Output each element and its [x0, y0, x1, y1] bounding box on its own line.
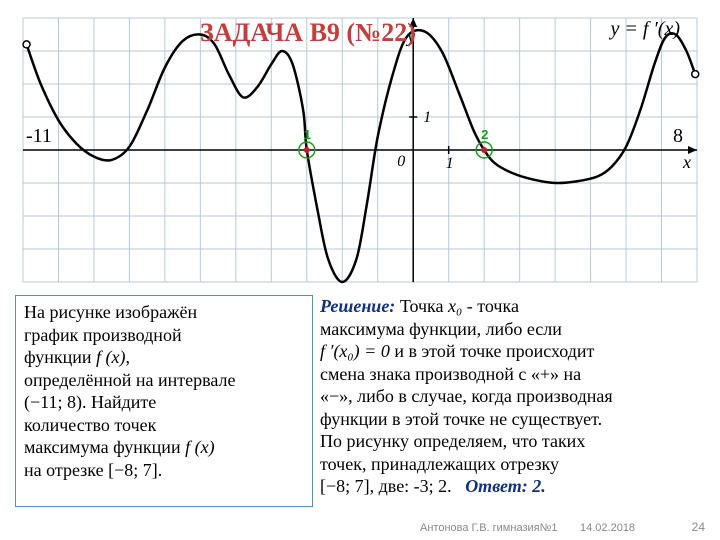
- interval: (−11; 8): [24, 392, 82, 412]
- svg-text:0: 0: [397, 153, 405, 170]
- text: . Найдите: [82, 392, 156, 412]
- svg-text:1: 1: [304, 127, 311, 142]
- text: график производной: [24, 325, 182, 345]
- answer: Ответ: 2.: [465, 476, 546, 496]
- solution-text: Решение: Точка x₀ - точка максимума функ…: [320, 295, 705, 498]
- text: количество точек: [24, 415, 156, 435]
- footer-page: 24: [692, 520, 705, 534]
- text: Точка: [395, 296, 448, 316]
- svg-text:1: 1: [446, 155, 454, 172]
- x0: x₀: [448, 296, 462, 316]
- text: На рисунке изображён: [24, 302, 197, 322]
- text: и в этой точке происходит: [390, 341, 595, 361]
- text: .: [158, 460, 163, 480]
- svg-text:-11: -11: [26, 125, 52, 147]
- svg-text:1: 1: [423, 109, 431, 126]
- solution-label: Решение:: [320, 296, 395, 316]
- svg-text:2: 2: [481, 127, 488, 142]
- text: смена знака производной с «+» на: [320, 364, 581, 384]
- graph-svg: 12011yx-118: [15, 10, 705, 290]
- text: определённой на интервале: [24, 370, 236, 390]
- text: По рисунку определяем, что таких: [320, 431, 585, 451]
- text: , две: -3; 2.: [370, 476, 452, 496]
- equation-label: y = f ′(x): [610, 18, 680, 41]
- text: максимума функции: [24, 437, 185, 457]
- svg-text:x: x: [682, 152, 691, 172]
- footer-author: Антонова Г.В. гимназия№1: [420, 522, 558, 534]
- segment: [−8; 7]: [108, 460, 158, 480]
- text: - точка: [462, 296, 519, 316]
- seg: [−8; 7]: [320, 476, 370, 496]
- text: на отрезке: [24, 460, 108, 480]
- footer-date: 14.02.2018: [580, 522, 635, 534]
- fx: f (x): [185, 437, 214, 457]
- text: ,: [125, 347, 130, 367]
- fx: f (x): [96, 347, 125, 367]
- text: функции в этой точке не существует.: [320, 409, 602, 429]
- text: максимума функции, либо если: [320, 319, 562, 339]
- problem-title: ЗАДАЧА В9 (№22): [200, 18, 416, 48]
- graph-plot: 12011yx-118: [15, 10, 705, 290]
- text: точек, принадлежащих отрезку: [320, 454, 559, 474]
- svg-text:8: 8: [673, 125, 683, 147]
- problem-statement: На рисунке изображён график производной …: [15, 295, 313, 507]
- text: функции: [24, 347, 96, 367]
- text: «−», либо в случае, когда производная: [320, 386, 613, 406]
- eq: f ′(x₀) = 0: [320, 341, 390, 361]
